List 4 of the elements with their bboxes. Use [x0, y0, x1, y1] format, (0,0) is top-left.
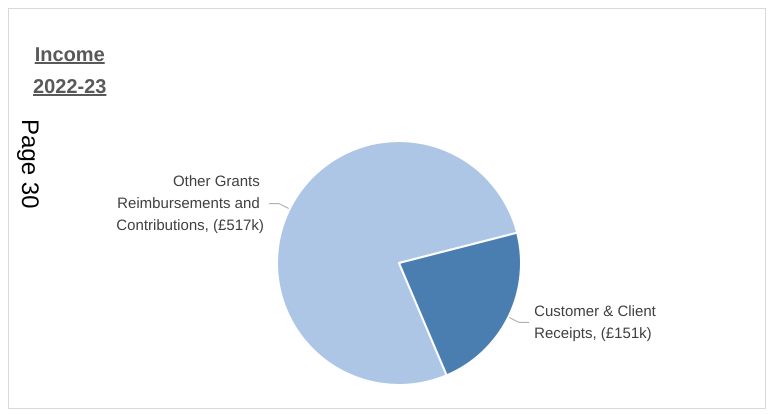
chart-title: Income 2022-23 — [33, 43, 106, 100]
slice-label: Other Grants Reimbursements and Contributions, (£517k) — [116, 173, 264, 234]
slice-label: Customer & Client Receipts, (£151k) — [534, 302, 660, 342]
text: Page 30 — [15, 119, 44, 210]
